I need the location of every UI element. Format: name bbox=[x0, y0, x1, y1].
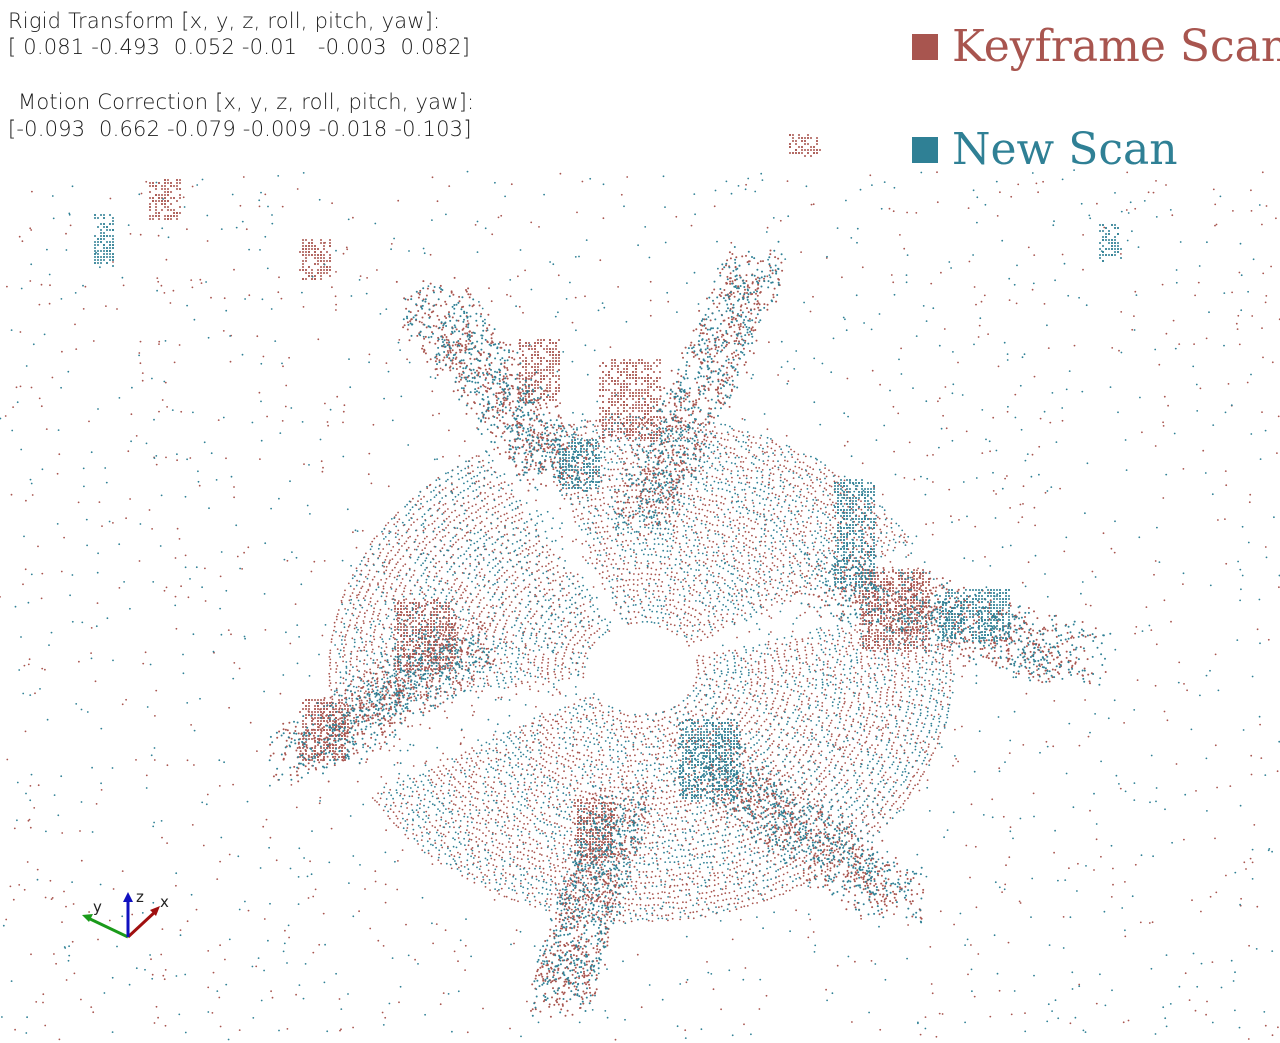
legend-new-label: New Scan bbox=[952, 125, 1178, 175]
y-axis-arrowhead bbox=[82, 914, 93, 922]
keyframe-scan-point-cloud bbox=[0, 134, 1280, 1041]
motion-correction-values: [-0.093 0.662 -0.079 -0.009 -0.018 -0.10… bbox=[8, 116, 472, 142]
x-axis-arrowhead bbox=[150, 906, 160, 916]
motion-correction-title: Motion Correction [x, y, z, roll, pitch,… bbox=[18, 89, 474, 115]
new-scan-swatch bbox=[912, 137, 938, 163]
y-axis-label: y bbox=[93, 898, 102, 916]
legend-keyframe-scan: Keyframe Scan bbox=[912, 22, 1280, 72]
axes-gizmo[interactable]: x y z bbox=[82, 888, 169, 939]
y-axis-arrow bbox=[87, 916, 129, 939]
z-axis-arrowhead bbox=[123, 892, 133, 902]
x-axis-label: x bbox=[160, 893, 169, 911]
legend-keyframe-label: Keyframe Scan bbox=[952, 22, 1280, 72]
z-axis-label: z bbox=[136, 888, 144, 906]
rigid-transform-title: Rigid Transform [x, y, z, roll, pitch, y… bbox=[8, 8, 440, 34]
new-scan-point-cloud bbox=[0, 169, 1280, 1041]
x-axis-arrow bbox=[126, 909, 158, 939]
keyframe-scan-swatch bbox=[912, 34, 938, 60]
legend-new-scan: New Scan bbox=[912, 125, 1178, 175]
rigid-transform-values: [ 0.081 -0.493 0.052 -0.01 -0.003 0.082] bbox=[8, 34, 470, 60]
